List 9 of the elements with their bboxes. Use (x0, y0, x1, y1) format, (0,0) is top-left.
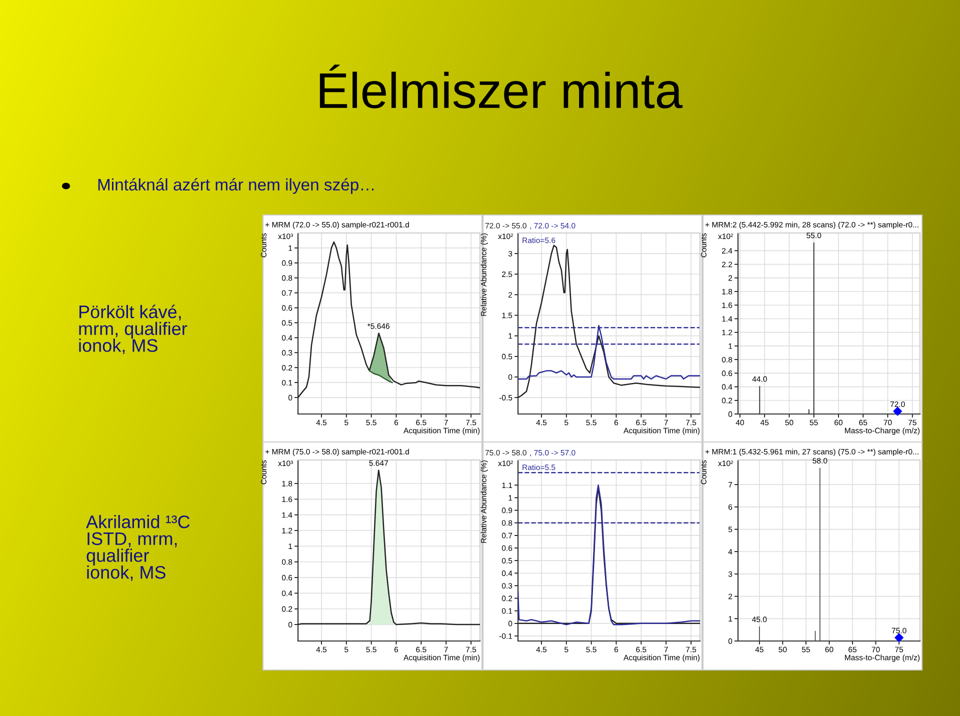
line-series (518, 244, 700, 398)
text: Pörkölt kávé, mrm, qualifier ionok, MS (79, 304, 188, 354)
text: Mintáknál azért már nem ilyen szép… (98, 178, 374, 194)
line-series (298, 241, 480, 398)
line-series (368, 370, 393, 384)
text: Akrilamid ¹³C ISTD, mrm, qualifier ionok, MS (86, 515, 190, 581)
line-series (298, 470, 480, 626)
text: Élelmiszer minta (320, 64, 683, 108)
line-series (518, 324, 700, 380)
